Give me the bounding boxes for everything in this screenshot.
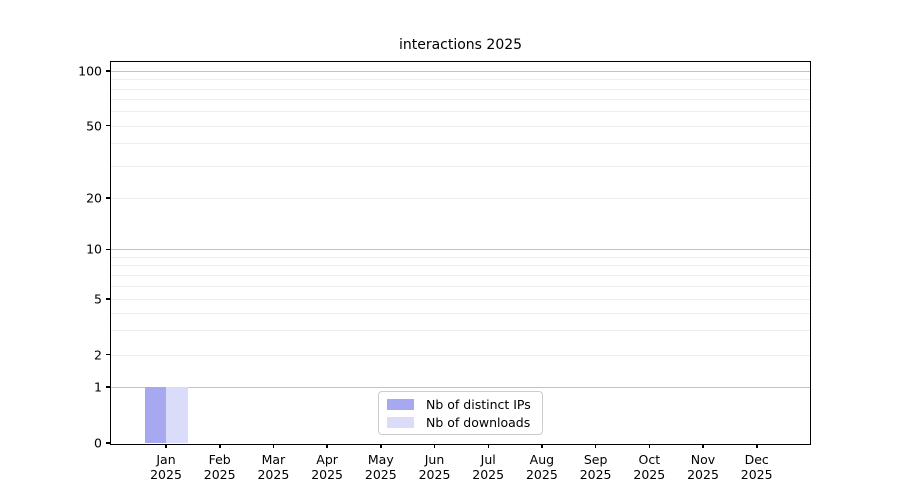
legend-label: Nb of distinct IPs xyxy=(426,396,531,412)
x-axis-tick xyxy=(702,444,704,448)
x-axis-tick-label: Aug 2025 xyxy=(525,452,558,482)
legend: Nb of distinct IPs Nb of downloads xyxy=(378,391,543,435)
y-axis-tick xyxy=(106,353,111,356)
plot-area: 100 50 20 10 5 2 1 0 Jan 2025 Feb 2025 Mar 2025 Apr 202… xyxy=(78,61,811,481)
gridline-major xyxy=(111,125,810,127)
gridline-minor xyxy=(111,257,810,258)
gridline-minor xyxy=(111,143,810,145)
x-axis-tick xyxy=(487,444,489,448)
y-axis-tick-label: 100 xyxy=(78,63,102,79)
y-axis-tick-label: 1 xyxy=(94,379,102,395)
x-axis-tick-label: Mar 2025 xyxy=(257,452,290,482)
y-axis-tick xyxy=(106,298,111,300)
gridline-minor xyxy=(111,274,810,276)
y-axis-tick-label: 10 xyxy=(86,241,102,257)
gridline-major xyxy=(111,354,810,356)
y-axis-tick xyxy=(106,70,111,72)
gridline-minor xyxy=(111,165,810,167)
gridline-minor xyxy=(111,330,810,331)
x-axis-tick xyxy=(326,444,328,448)
legend-label: Nb of downloads xyxy=(426,414,531,430)
y-axis-tick xyxy=(106,442,111,444)
x-axis-tick xyxy=(648,444,650,448)
legend-swatch xyxy=(387,416,414,428)
gridline-minor xyxy=(111,99,810,100)
x-axis-tick-label: Feb 2025 xyxy=(203,452,236,482)
x-axis-tick-label: Oct 2025 xyxy=(633,452,666,482)
x-axis-tick xyxy=(433,444,436,448)
x-axis-tick xyxy=(165,444,167,448)
y-axis-tick-label: 2 xyxy=(94,347,102,362)
gridline-major xyxy=(111,299,810,300)
x-axis-tick-label: Jan 2025 xyxy=(150,452,182,482)
x-axis-tick xyxy=(380,444,382,448)
x-axis-tick xyxy=(219,444,221,448)
plot-canvas: 100 50 20 10 5 2 1 0 Jan 2025 Feb 2025 Mar 2025 Apr 202… xyxy=(78,62,810,481)
legend-entry: Nb of downloads xyxy=(387,415,542,430)
gridline-minor xyxy=(111,88,810,90)
y-axis-tick xyxy=(106,386,111,388)
gridline-minor xyxy=(111,286,810,287)
gridline-minor xyxy=(111,312,810,314)
gridline-major xyxy=(111,197,810,199)
x-axis-tick xyxy=(594,444,597,448)
gridline-major xyxy=(111,249,810,251)
y-axis-tick xyxy=(106,197,111,199)
bar-distinct-ips xyxy=(144,386,166,443)
gridline-minor xyxy=(111,111,810,113)
gridline-major xyxy=(111,70,810,72)
y-axis-tick-label: 50 xyxy=(86,118,102,133)
x-axis-tick-label: Jul 2025 xyxy=(472,452,505,482)
x-axis-tick-label: Nov 2025 xyxy=(687,452,719,482)
legend-entry: Nb of distinct IPs xyxy=(387,397,542,412)
y-axis-tick xyxy=(106,248,111,251)
x-axis-tick xyxy=(756,444,758,448)
gridline-major xyxy=(111,386,810,388)
legend-swatch xyxy=(387,398,414,410)
y-axis-tick-label: 5 xyxy=(94,291,102,307)
x-axis-tick-label: Jun 2025 xyxy=(418,452,451,482)
y-axis-tick-label: 0 xyxy=(94,435,102,451)
y-axis-tick-label: 20 xyxy=(86,190,102,206)
x-axis-tick-label: Sep 2025 xyxy=(579,452,612,482)
x-axis-tick-label: Dec 2025 xyxy=(740,452,773,482)
x-axis-tick xyxy=(541,444,543,448)
chart-title: interactions 2025 xyxy=(398,37,523,53)
x-axis-tick-label: May 2025 xyxy=(364,452,397,482)
bar-downloads xyxy=(166,386,188,443)
x-axis-tick-label: Apr 2025 xyxy=(311,452,343,482)
x-axis-tick xyxy=(272,444,275,448)
y-axis-tick xyxy=(106,124,111,127)
gridline-minor xyxy=(111,79,810,81)
gridline-minor xyxy=(111,265,810,267)
